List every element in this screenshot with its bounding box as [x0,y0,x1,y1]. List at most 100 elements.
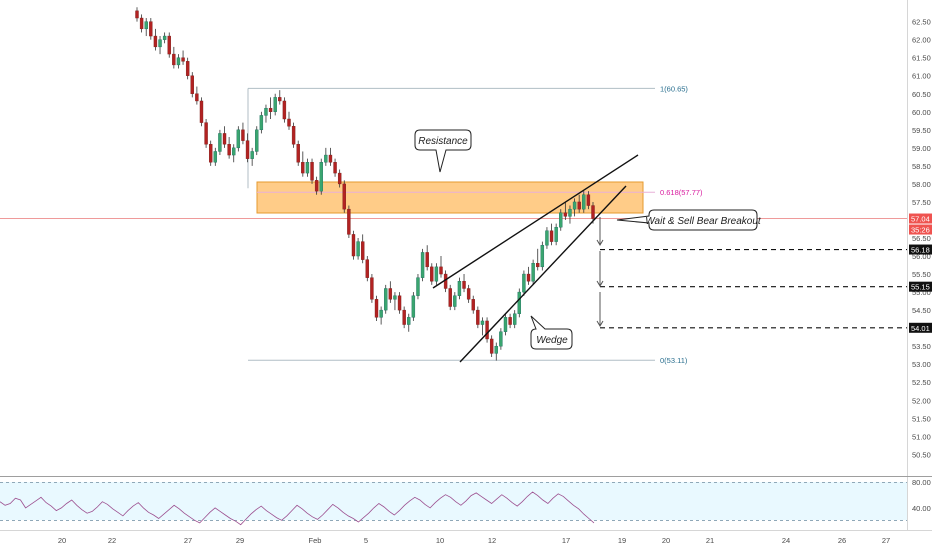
candle[interactable] [144,18,148,37]
candle[interactable] [531,259,535,285]
resistance-callout[interactable]: Resistance [414,129,472,173]
candle[interactable] [319,158,323,195]
candle[interactable] [462,274,466,293]
candle[interactable] [185,57,190,80]
wedge-upper-line[interactable] [432,154,639,289]
candle[interactable] [347,205,351,238]
candle[interactable] [139,14,144,33]
candle[interactable] [167,32,171,58]
candle[interactable] [135,7,139,22]
candle[interactable] [420,248,425,282]
candle[interactable] [572,198,577,217]
candle[interactable] [250,147,254,166]
candle[interactable] [370,274,374,303]
candle[interactable] [204,119,208,148]
candle[interactable] [365,256,370,282]
candle[interactable] [485,317,489,343]
candle[interactable] [568,205,572,224]
candle[interactable] [199,97,204,127]
candle[interactable] [241,122,245,145]
candle[interactable] [425,245,429,271]
candle[interactable] [586,191,591,210]
candle[interactable] [181,50,185,65]
wedge-lower-line[interactable] [459,185,627,363]
candle[interactable] [351,230,356,260]
candle[interactable] [517,288,522,318]
candle[interactable] [158,36,162,55]
candle[interactable] [232,144,236,163]
candle[interactable] [384,284,388,314]
candle[interactable] [218,129,222,156]
candle[interactable] [278,90,282,105]
candle[interactable] [227,137,231,159]
candle[interactable] [333,158,337,177]
candle[interactable] [236,126,241,152]
candle[interactable] [407,313,411,332]
candle[interactable] [559,209,563,231]
candle[interactable] [471,295,475,314]
candle[interactable] [314,176,319,195]
candle[interactable] [489,335,494,357]
candle[interactable] [554,223,558,246]
candle[interactable] [213,147,218,166]
candle[interactable] [503,313,508,336]
candle[interactable] [453,292,457,311]
rsi-line[interactable] [0,491,595,526]
candle[interactable] [282,97,287,123]
candle[interactable] [287,111,291,130]
candle[interactable] [374,295,379,321]
candle[interactable] [577,194,581,213]
candle[interactable] [476,306,480,329]
candle[interactable] [268,97,273,119]
candle[interactable] [190,72,194,98]
candle[interactable] [448,284,452,311]
candle[interactable] [499,328,503,350]
candle[interactable] [360,234,365,264]
candle[interactable] [172,46,176,69]
candle[interactable] [342,180,346,213]
candle[interactable] [522,270,526,296]
candle[interactable] [301,151,305,177]
candle[interactable] [149,18,153,40]
candle[interactable] [416,274,420,300]
candle[interactable] [259,111,264,134]
candle[interactable] [545,227,549,249]
candle[interactable] [402,306,406,329]
candle[interactable] [512,310,517,329]
sell-breakout-callout[interactable]: Wait & Sell Bear Breakout [616,209,762,231]
candle[interactable] [536,248,540,271]
candle[interactable] [480,317,485,336]
candle[interactable] [430,263,434,285]
candle[interactable] [356,238,360,260]
candle[interactable] [264,104,268,123]
candle[interactable] [337,169,342,188]
candle[interactable] [305,158,310,177]
candle[interactable] [162,32,167,44]
candle[interactable] [245,133,250,163]
price-axis[interactable]: 50.5051.0051.5052.0052.5053.0053.5054.00… [912,18,931,460]
candle[interactable] [291,122,296,148]
candle[interactable] [439,256,443,278]
candle[interactable] [549,223,554,246]
time-axis[interactable]: 20 22 27 29 Feb 5 10 12 17 19 20 21 24 26 27 [58,536,890,545]
candle[interactable] [222,126,227,148]
candle[interactable] [540,241,545,271]
candle[interactable] [153,28,158,51]
candle[interactable] [328,147,333,166]
candle[interactable] [393,292,397,311]
candle[interactable] [379,306,383,325]
candle[interactable] [457,277,462,300]
candle[interactable] [466,284,471,303]
candle[interactable] [563,201,568,220]
candle[interactable] [208,140,213,166]
candle[interactable] [526,266,531,285]
candle[interactable] [388,281,393,303]
candle[interactable] [411,292,416,321]
candle[interactable] [273,93,277,116]
candle[interactable] [582,191,586,213]
candle[interactable] [494,342,498,361]
candle[interactable] [508,313,512,329]
candle[interactable] [255,126,259,156]
